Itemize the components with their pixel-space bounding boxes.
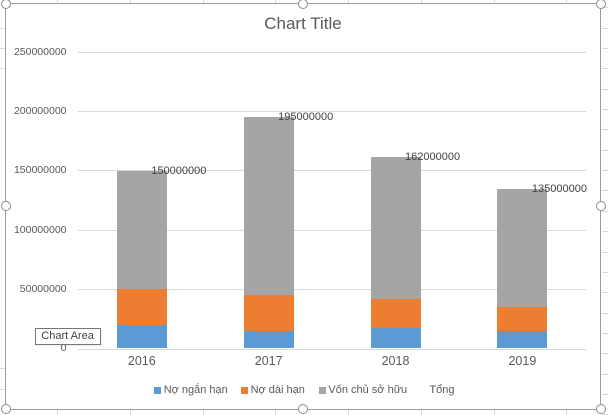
y-axis-tick-label[interactable]: 250000000 — [13, 45, 67, 58]
sheet-row-gridline — [601, 393, 608, 395]
y-gridline — [78, 51, 586, 53]
bar-segment[interactable] — [370, 298, 421, 329]
bar-segment[interactable] — [116, 170, 167, 290]
sheet-column-gridline — [493, 0, 495, 4]
sheet-column-gridline — [420, 410, 422, 415]
chart-area-tooltip: Chart Area — [34, 328, 101, 346]
sheet-column-gridline — [202, 410, 204, 415]
bar-segment[interactable] — [116, 289, 167, 325]
sheet-row-gridline — [0, 27, 5, 29]
selection-handle[interactable] — [595, 404, 606, 414]
bar-segment[interactable] — [370, 328, 421, 349]
sheet-column-gridline — [348, 410, 350, 415]
y-gridline — [78, 111, 586, 113]
sheet-column-gridline — [566, 410, 568, 415]
sheet-column-gridline — [348, 0, 350, 4]
data-label[interactable]: 162000000 — [405, 150, 461, 163]
sheet-row-gridline — [601, 109, 608, 111]
sheet-column-gridline — [275, 410, 277, 415]
bar-segment[interactable] — [497, 188, 548, 308]
legend-marker[interactable] — [154, 386, 162, 394]
y-gridline — [78, 229, 586, 231]
legend-label[interactable]: Vốn chủ sở hữu — [328, 384, 408, 396]
bar-segment[interactable] — [116, 324, 167, 349]
data-label[interactable]: 135000000 — [531, 182, 587, 195]
legend-label[interactable]: Tổng — [429, 384, 455, 396]
sheet-row-gridline — [601, 251, 608, 253]
legend-marker[interactable] — [318, 386, 326, 394]
selection-handle[interactable] — [0, 404, 11, 414]
sheet-column-gridline — [130, 0, 131, 4]
y-axis-tick-label[interactable]: 100000000 — [13, 223, 67, 236]
sheet-row-gridline — [601, 312, 608, 314]
bar-segment[interactable] — [370, 156, 421, 299]
legend-label[interactable]: Nợ ngắn hạn — [163, 384, 228, 396]
data-label[interactable]: 150000000 — [151, 164, 207, 177]
sheet-row-gridline — [601, 292, 608, 294]
sheet-row-gridline — [601, 210, 608, 212]
sheet-row-gridline — [601, 88, 608, 90]
sheet-row-gridline — [601, 332, 608, 334]
sheet-row-gridline — [0, 68, 5, 70]
y-gridline — [78, 288, 586, 290]
y-axis-tick-label[interactable]: 150000000 — [13, 164, 67, 177]
sheet-column-gridline — [202, 0, 204, 4]
sheet-column-gridline — [57, 0, 59, 4]
sheet-row-gridline — [601, 271, 608, 273]
bar-segment[interactable] — [243, 330, 294, 349]
sheet-row-gridline — [0, 368, 5, 369]
sheet-column-gridline — [566, 0, 568, 4]
sheet-row-gridline — [0, 48, 5, 49]
sheet-row-gridline — [601, 353, 608, 355]
sheet-column-gridline — [130, 410, 131, 415]
selection-handle[interactable] — [595, 201, 606, 212]
x-axis-category-label[interactable]: 2019 — [508, 354, 537, 368]
legend-label[interactable]: Nợ dài hạn — [250, 384, 305, 396]
sheet-row-gridline — [601, 373, 608, 375]
bar-segment[interactable] — [497, 307, 548, 331]
sheet-row-gridline — [601, 170, 608, 172]
sheet-row-gridline — [601, 231, 608, 233]
y-axis-tick-label[interactable]: 0 — [60, 342, 67, 354]
sheet-row-gridline — [601, 190, 608, 192]
x-axis-category-label[interactable]: 2018 — [381, 354, 410, 368]
x-axis-line — [78, 348, 586, 350]
x-axis-category-label[interactable]: 2017 — [254, 354, 283, 368]
sheet-column-gridline — [275, 0, 277, 4]
selection-handle[interactable] — [0, 201, 11, 212]
sheet-column-gridline — [493, 410, 495, 415]
x-axis-category-label[interactable]: 2016 — [127, 354, 156, 368]
selection-handle[interactable] — [298, 0, 308, 9]
sheet-row-gridline — [601, 68, 608, 70]
y-gridline — [78, 170, 586, 172]
chart-title[interactable]: Chart Title — [264, 13, 342, 33]
bar-segment[interactable] — [243, 295, 294, 331]
sheet-row-gridline — [0, 388, 5, 390]
bar-segment[interactable] — [497, 330, 548, 349]
y-axis-tick-label[interactable]: 50000000 — [19, 282, 67, 295]
bar-segment[interactable] — [243, 117, 294, 296]
data-label[interactable]: 195000000 — [278, 111, 334, 124]
selection-handle[interactable] — [595, 0, 606, 9]
sheet-row-gridline — [601, 27, 608, 29]
y-axis-tick-label[interactable]: 200000000 — [13, 105, 67, 118]
sheet-row-gridline — [601, 129, 608, 131]
sheet-column-gridline — [420, 0, 422, 4]
selection-handle[interactable] — [298, 404, 308, 414]
sheet-row-gridline — [601, 7, 608, 9]
selection-handle[interactable] — [0, 0, 11, 9]
sheet-column-gridline — [57, 410, 59, 415]
sheet-row-gridline — [601, 48, 608, 49]
legend-marker[interactable] — [241, 386, 249, 394]
sheet-row-gridline — [601, 149, 608, 151]
